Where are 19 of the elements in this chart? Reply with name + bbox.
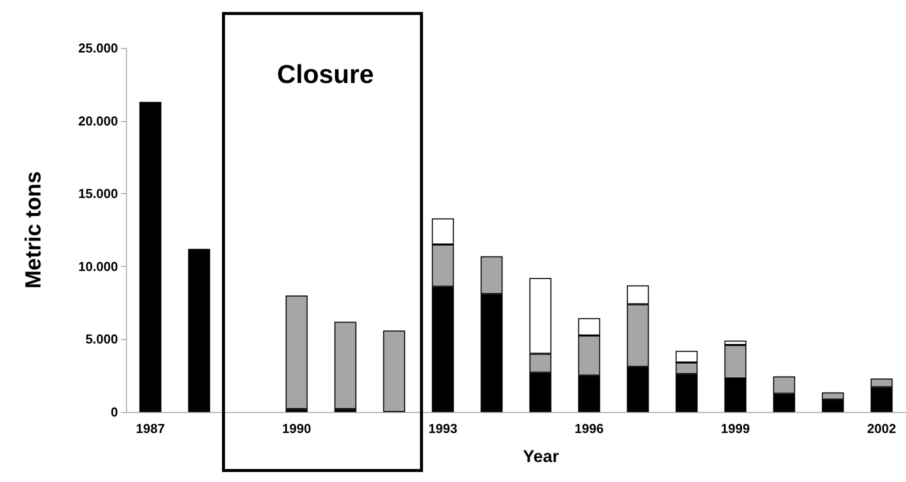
x-axis-title: Year [523, 447, 560, 466]
bar [188, 248, 210, 412]
x-tick-label: 1990 [282, 421, 312, 436]
bar [139, 102, 162, 412]
y-tick-label: 20.000 [78, 113, 118, 128]
y-tick-label: 5.000 [85, 332, 118, 347]
annotation: Closure [277, 59, 374, 90]
bar [334, 322, 356, 410]
x-tick-label: 1987 [136, 421, 165, 436]
y-tick-label: 0 [110, 404, 118, 420]
y-tick-label: 10.000 [78, 258, 118, 274]
bar [286, 296, 308, 410]
x-tick-label: 1993 [428, 421, 458, 436]
y-axis-title: Metric tons [20, 171, 46, 289]
x-tick-label: 1999 [720, 421, 750, 436]
x-tick-label: 1996 [574, 421, 604, 436]
x-tick-label: 2002 [867, 421, 896, 436]
y-tick-label: 25.000 [78, 40, 118, 56]
y-tick-label: 15.000 [78, 186, 118, 202]
